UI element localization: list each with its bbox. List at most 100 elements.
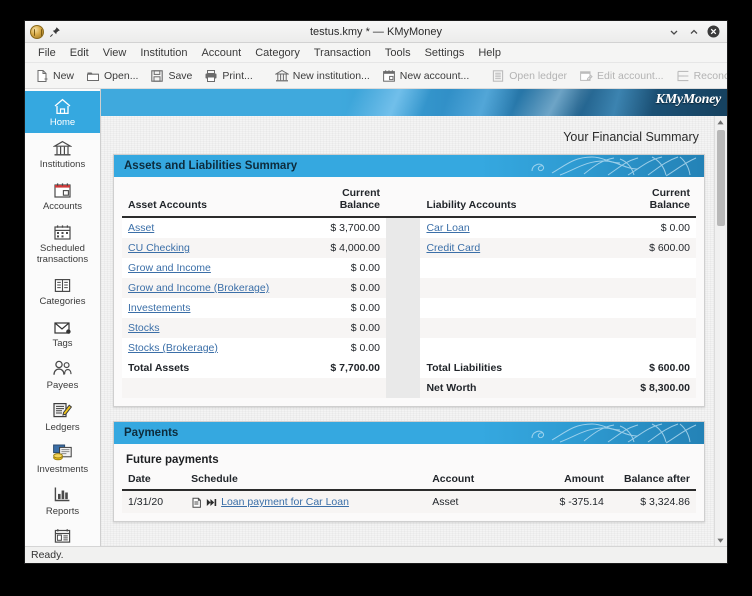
sidebar-item-reports-label: Reports xyxy=(45,506,80,517)
account-link[interactable]: Credit Card xyxy=(426,242,481,254)
liability-empty-cell xyxy=(420,258,593,278)
pin-icon[interactable] xyxy=(49,26,61,38)
sidebar-item-categories[interactable]: Categories xyxy=(25,270,100,312)
sidebar-item-ledgers[interactable]: Ledgers xyxy=(25,396,100,438)
sidebar-item-reports[interactable]: Reports xyxy=(25,480,100,522)
toolbar-save-button[interactable]: Save xyxy=(144,67,198,85)
liability-empty-balance-cell xyxy=(592,258,696,278)
account-calendar-icon xyxy=(382,69,396,83)
maximize-button[interactable] xyxy=(687,25,700,38)
col-header-asset-accounts: Asset Accounts xyxy=(122,183,300,218)
window-body: Home Institutions Accounts xyxy=(25,89,727,546)
sidebar-item-tags[interactable]: Tags xyxy=(25,312,100,354)
liability-empty-cell xyxy=(420,278,593,298)
menu-settings[interactable]: Settings xyxy=(424,46,465,59)
menu-account[interactable]: Account xyxy=(201,46,242,59)
bank-icon xyxy=(53,137,72,157)
toolbar-reconcile-button[interactable]: Reconcile... xyxy=(670,67,728,85)
menu-file[interactable]: File xyxy=(38,46,56,59)
toolbar-edit-account-button[interactable]: Edit account... xyxy=(573,67,670,85)
payments-panel-title: Payments xyxy=(124,427,179,439)
toolbar-edit-account-label: Edit account... xyxy=(597,69,664,82)
gap-cell xyxy=(385,278,421,298)
toolbar-print-button[interactable]: Print... xyxy=(198,67,258,85)
vertical-scrollbar[interactable] xyxy=(713,116,727,546)
toolbar-open-ledger-button[interactable]: Open ledger xyxy=(485,67,573,85)
table-row: Investements $ 0.00 xyxy=(122,298,696,318)
enter-schedule-icon[interactable] xyxy=(191,497,202,508)
menu-edit[interactable]: Edit xyxy=(69,46,89,59)
table-row: 1/31/20 xyxy=(122,490,696,513)
skip-forward-icon[interactable] xyxy=(206,497,217,508)
menu-transaction[interactable]: Transaction xyxy=(313,46,371,59)
sidebar-item-accounts[interactable]: Accounts xyxy=(25,175,100,217)
minimize-button[interactable] xyxy=(667,25,680,38)
payment-amount-cell: $ -375.14 xyxy=(523,490,610,513)
sidebar-item-home[interactable]: Home xyxy=(25,91,100,133)
sidebar-item-scheduled-transactions[interactable]: Scheduled transactions xyxy=(25,217,100,270)
account-link[interactable]: Investements xyxy=(128,302,191,314)
account-link[interactable]: CU Checking xyxy=(128,242,190,254)
account-link[interactable]: Stocks xyxy=(128,322,160,334)
gap-cell xyxy=(385,238,421,258)
account-link[interactable]: Grow and Income xyxy=(128,262,211,274)
schedule-link[interactable]: Loan payment for Car Loan xyxy=(221,496,349,508)
categories-icon xyxy=(53,274,72,294)
liability-empty-cell xyxy=(420,298,593,318)
sidebar-item-payees[interactable]: Payees xyxy=(25,354,100,396)
col-header-liability-balance-line2: Balance xyxy=(649,199,690,211)
total-assets-label: Total Assets xyxy=(122,358,300,378)
account-link[interactable]: Stocks (Brokerage) xyxy=(128,342,218,354)
accounts-icon xyxy=(53,179,72,199)
total-liabilities-value: $ 600.00 xyxy=(592,358,696,378)
menu-view[interactable]: View xyxy=(102,46,127,59)
assets-liabilities-table-body: Asset $ 3,700.00 Car Loan $ 0.00 CU Chec… xyxy=(122,217,696,398)
scrollbar-track[interactable] xyxy=(715,128,727,534)
status-text: Ready. xyxy=(31,549,64,561)
menu-category[interactable]: Category xyxy=(255,46,300,59)
page-title: Your Financial Summary xyxy=(563,130,699,144)
account-link[interactable]: Car Loan xyxy=(426,222,470,234)
payment-account-cell: Asset xyxy=(426,490,524,513)
kmymoney-banner: KMyMoney xyxy=(101,89,727,116)
toolbar-new-institution-button[interactable]: New institution... xyxy=(269,67,376,85)
liability-balance-cell: $ 600.00 xyxy=(592,238,696,258)
asset-balance-cell: $ 4,000.00 xyxy=(299,238,386,258)
sidebar-item-institutions[interactable]: Institutions xyxy=(25,133,100,175)
menu-tools[interactable]: Tools xyxy=(384,46,411,59)
scrollbar-thumb[interactable] xyxy=(716,130,725,226)
gap-cell xyxy=(385,358,421,378)
ledger-icon xyxy=(491,69,505,83)
menu-bar: File Edit View Institution Account Categ… xyxy=(25,43,727,63)
col-header-asset-balance-line1: Current xyxy=(342,187,380,199)
sidebar-item-home-label: Home xyxy=(49,117,76,128)
account-link[interactable]: Grow and Income (Brokerage) xyxy=(128,282,270,294)
window-controls xyxy=(667,25,727,38)
sidebar-item-investments[interactable]: Investments xyxy=(25,438,100,480)
toolbar-reconcile-label: Reconcile... xyxy=(693,69,728,82)
tag-envelope-icon xyxy=(53,316,72,336)
col-header-schedule: Schedule xyxy=(185,471,427,491)
assets-liabilities-panel: Assets and Liabilities Summary xyxy=(113,154,705,407)
totals-row: Total Assets $ 7,700.00 Total Liabilitie… xyxy=(122,358,696,378)
toolbar-new-button[interactable]: New xyxy=(29,67,80,85)
account-link[interactable]: Asset xyxy=(128,222,155,234)
table-row: CU Checking $ 4,000.00 Credit Card $ 600… xyxy=(122,238,696,258)
sidebar-item-budgets[interactable]: Budgets xyxy=(25,522,100,546)
kmymoney-logo-text: KMyMoney xyxy=(655,92,722,107)
total-liabilities-label: Total Liabilities xyxy=(420,358,593,378)
asset-balance-cell: $ 0.00 xyxy=(299,318,386,338)
menu-help[interactable]: Help xyxy=(478,46,501,59)
scroll-down-arrow-icon[interactable] xyxy=(716,534,725,546)
toolbar-open-button[interactable]: Open... xyxy=(80,67,144,85)
sidebar-item-ledgers-label: Ledgers xyxy=(45,422,80,433)
asset-account-cell: Asset xyxy=(122,217,300,238)
close-button[interactable] xyxy=(707,25,720,38)
printer-icon xyxy=(204,69,218,83)
toolbar-new-account-button[interactable]: New account... xyxy=(376,67,475,85)
menu-institution[interactable]: Institution xyxy=(140,46,188,59)
scroll-up-arrow-icon[interactable] xyxy=(716,116,725,128)
assets-liabilities-panel-body: Asset Accounts Current Balance Liability… xyxy=(114,177,704,406)
col-header-account: Account xyxy=(426,471,524,491)
